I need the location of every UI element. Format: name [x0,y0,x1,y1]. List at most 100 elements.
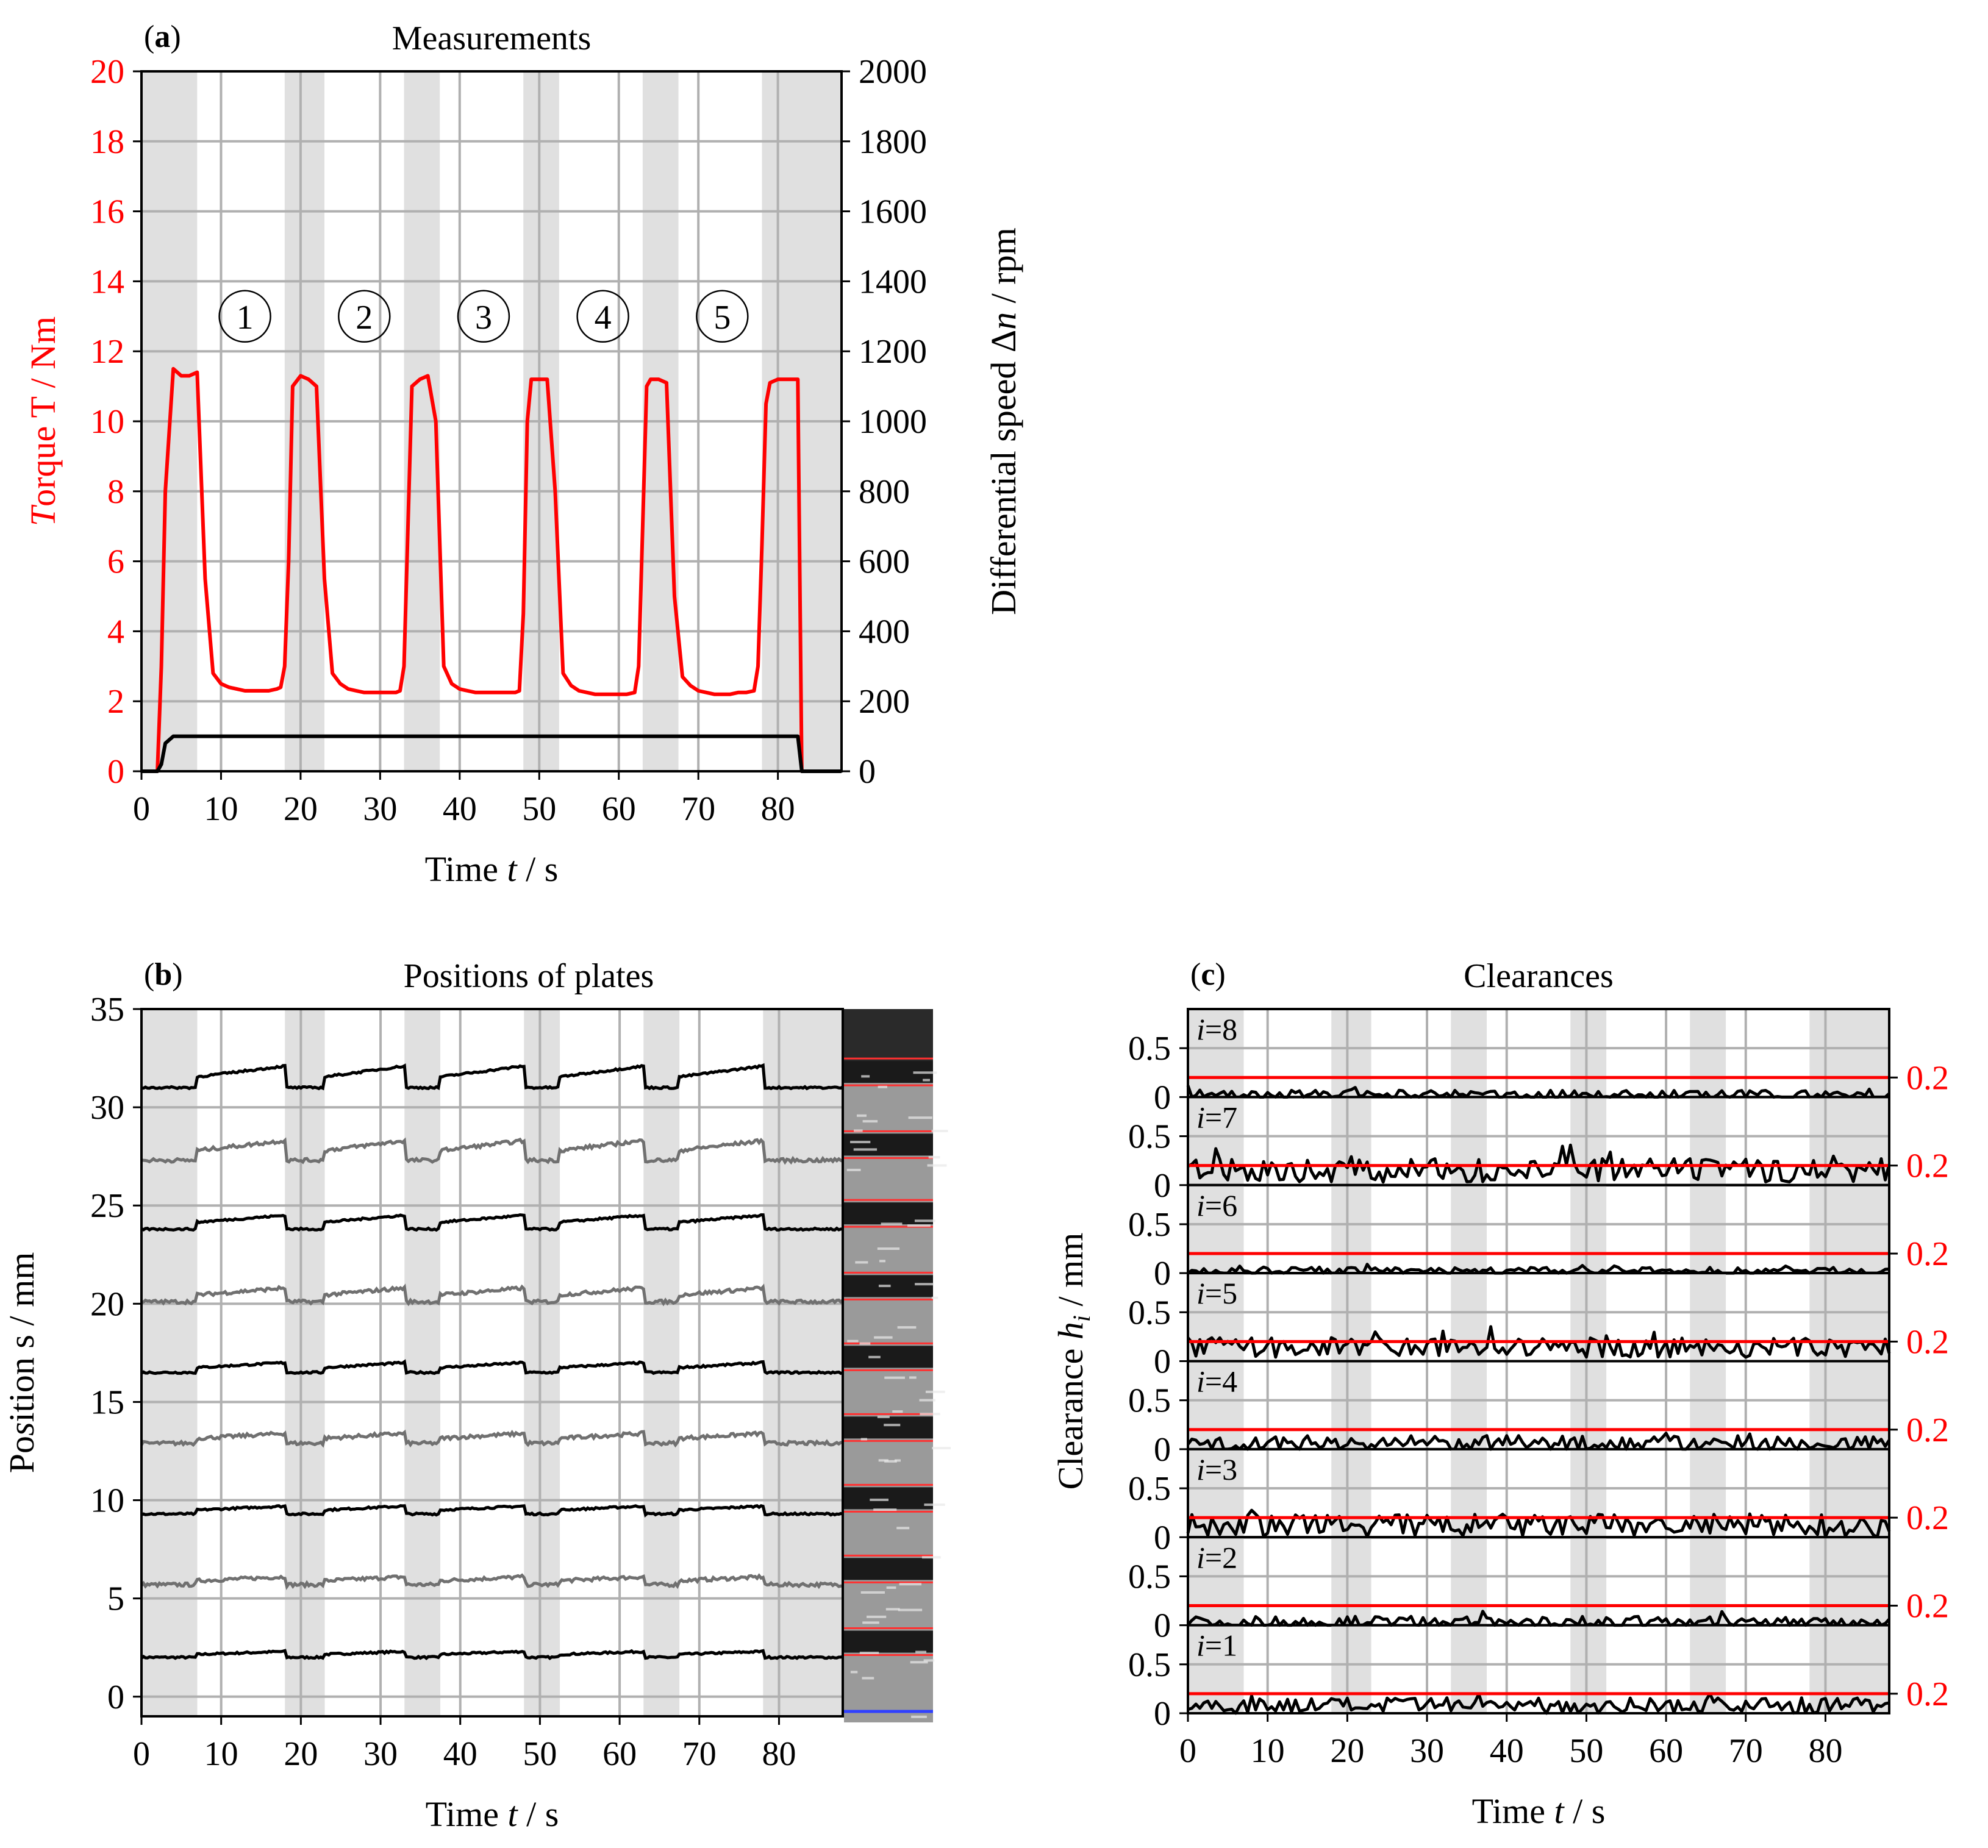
subplot-frame [1187,1183,1890,1275]
plate-pack-photo [844,1009,951,1722]
clearance-subplot: 0 0.5 0.2 i=8 [1128,1008,1949,1116]
phase-marker-label: 2 [356,299,373,337]
shaded-interval [1570,1625,1607,1713]
shaded-interval [1331,1097,1371,1185]
y2-tick-label: 1800 [859,123,927,161]
y-tick-label: 0.5 [1128,1470,1171,1508]
y-tick-label: 0 [1154,1431,1171,1469]
x-tick-label: 30 [1410,1732,1444,1770]
y-tick-label: 0 [1154,1343,1171,1381]
photo-texture [856,1114,867,1117]
photo-texture [884,1460,897,1463]
photo-texture [862,1677,874,1680]
y-tick-label: 30 [90,1089,124,1127]
clearance-line [1187,1263,1890,1275]
y-tick-label: 0 [1154,1607,1171,1645]
plate-position-line [140,1213,843,1232]
photo-texture [885,1608,900,1611]
clearance-line [1187,1692,1890,1715]
photo-texture [920,1413,940,1416]
photo-texture [914,1219,935,1222]
x-axis-label: Time t / s [1472,1791,1606,1831]
photo-texture [847,1340,859,1343]
plate-position-line [140,1429,843,1448]
photo-texture [892,1410,903,1413]
plate-position-line [141,1504,843,1518]
y2-tick-label: 1000 [859,403,927,441]
shaded-interval [1809,1449,1889,1538]
y2-tick-label: 2000 [859,53,927,91]
x-tick-label: 0 [133,790,150,828]
x-tick-label: 70 [681,790,715,828]
y2-axis-label: Differential speed Δn / rpm [984,227,1023,615]
x-tick-label: 80 [762,1735,796,1773]
photo-texture [862,1120,878,1123]
shaded-interval [1451,1009,1487,1097]
photo-texture [850,1671,858,1674]
reference-label: 0.2 [1906,1235,1949,1273]
clearance-line [1187,1143,1891,1184]
photo-texture [931,1130,948,1133]
x-tick-label: 80 [1808,1732,1842,1770]
y2-tick-label: 400 [859,613,910,651]
photo-texture [877,1416,890,1419]
photo-texture [862,1621,879,1624]
x-tick-label: 50 [522,790,556,828]
photo-texture [899,1583,922,1586]
photo-texture [861,1075,870,1078]
subplot-label: i=2 [1196,1540,1237,1574]
x-tick-label: 10 [204,1735,238,1773]
photo-texture [907,1224,931,1227]
photo-texture [928,1156,940,1159]
phase-marker-label: 5 [713,299,731,337]
shaded-interval [1809,1537,1889,1625]
plate-position-line [140,1359,843,1375]
subplot-label: i=4 [1196,1365,1237,1399]
shaded-interval [1451,1449,1487,1538]
plate-position-line [140,1649,843,1661]
photo-texture [908,1116,932,1119]
y-tick-label: 16 [90,193,124,231]
photo-texture [915,1650,927,1654]
plate-position-line [140,1283,844,1307]
photo-texture [923,1079,931,1082]
plate-position-line [141,1137,843,1165]
shaded-interval [763,1009,843,1716]
subplot-label: i=6 [1196,1188,1237,1222]
photo-texture [878,1085,887,1088]
subplot-label: i=7 [1196,1100,1237,1134]
shaded-interval [524,1009,560,1716]
subplot-label: i=5 [1196,1276,1237,1310]
photo-texture [927,1164,947,1167]
phase-marker-circle [696,290,749,343]
photo-texture [881,1222,903,1225]
y-tick-label: 20 [90,53,124,91]
x-tick-label: 40 [443,790,477,828]
shaded-interval [1809,1009,1889,1097]
x-tick-label: 0 [1179,1732,1196,1770]
shaded-interval [285,1009,325,1716]
y-tick-label: 15 [90,1383,124,1421]
shaded-interval [1188,1009,1244,1097]
shaded-interval [1188,1625,1244,1713]
y-tick-label: 5 [107,1580,124,1618]
photo-texture [854,1129,863,1132]
x-tick-label: 70 [682,1735,717,1773]
y-tick-label: 0 [1154,1167,1171,1205]
x-axis-label: Time t / s [426,1794,559,1834]
panel-label: (b) [144,957,183,992]
subplot-frame [1187,1008,1890,1099]
x-tick-label: 40 [1490,1732,1524,1770]
subplot-frame [1187,1624,1890,1714]
y-tick-label: 0.5 [1128,1294,1171,1332]
phase-marker-circle [338,290,391,343]
clearance-line [1186,1085,1890,1099]
plot-frame [140,1008,844,1718]
subplot-frame [1187,1360,1890,1450]
photo-texture [860,1591,885,1594]
photo-texture [884,1424,901,1427]
clearance-subplot: 0 0.5 0.2 i=2 [1128,1536,1949,1645]
x-tick-label: 60 [602,790,636,828]
y-tick-label: 4 [107,613,124,651]
